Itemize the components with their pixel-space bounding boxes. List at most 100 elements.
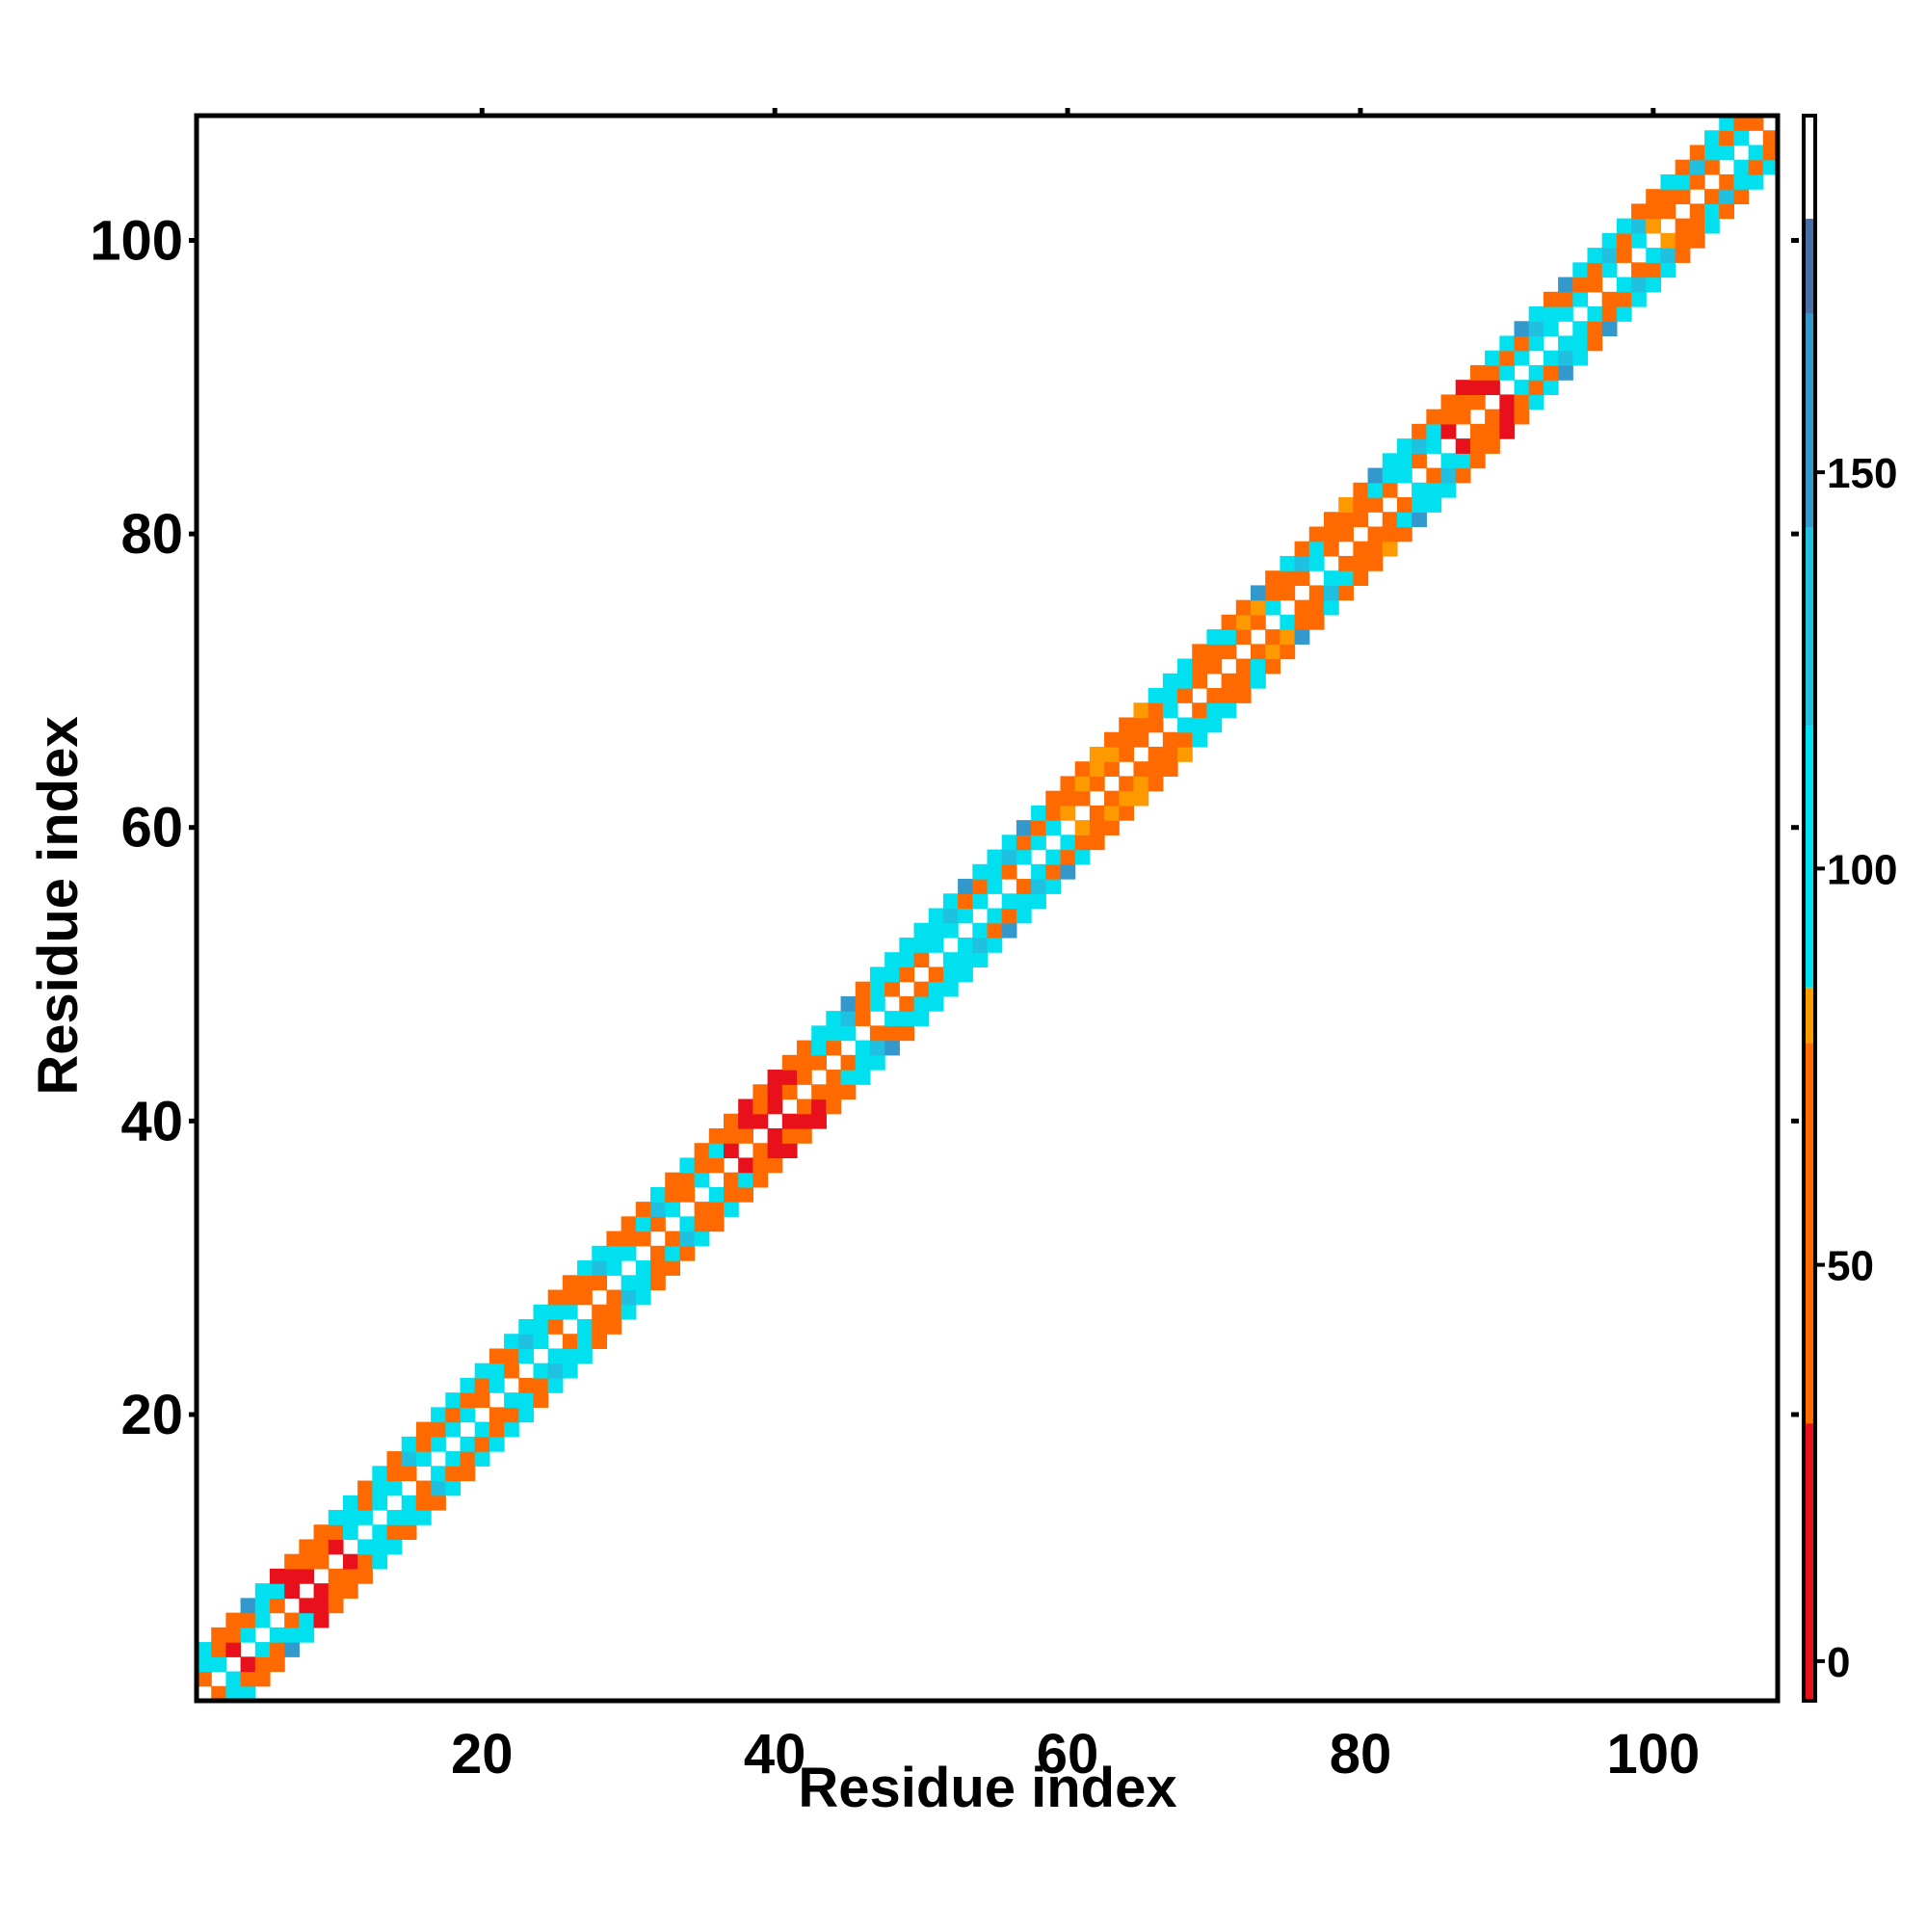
heatmap-cell (474, 1436, 490, 1452)
heatmap-cell (724, 1127, 739, 1144)
heatmap-cell (460, 1392, 476, 1408)
heatmap-cell (1587, 335, 1603, 352)
heatmap-cell (738, 1098, 753, 1115)
heatmap-cell (1616, 218, 1632, 234)
heatmap-cell (1323, 526, 1339, 543)
heatmap-cell (1074, 761, 1091, 778)
heatmap-cell (197, 1642, 212, 1657)
heatmap-cell (840, 1054, 857, 1071)
heatmap-cell (679, 1231, 696, 1247)
heatmap-cell (796, 1098, 812, 1115)
heatmap-cell (1646, 277, 1662, 293)
heatmap-cell (1396, 512, 1412, 528)
heatmap-cell (606, 1231, 622, 1247)
heatmap-cell (254, 1598, 271, 1614)
heatmap-cell (1601, 232, 1618, 249)
heatmap-cell (665, 1202, 681, 1217)
heatmap-cell (284, 1583, 300, 1599)
heatmap-cell (1412, 438, 1427, 454)
y-tick-label: 60 (120, 797, 183, 860)
heatmap-cell (1426, 423, 1442, 439)
heatmap-cell (342, 1495, 358, 1511)
heatmap-cell (1382, 453, 1398, 469)
heatmap-cell (401, 1495, 417, 1511)
heatmap-cell (547, 1289, 564, 1306)
colorbar-band (1804, 726, 1815, 988)
heatmap-cell (1016, 849, 1032, 865)
heatmap-cell (1704, 145, 1720, 161)
heatmap-cell (928, 995, 944, 1012)
heatmap-cell (724, 1202, 739, 1217)
heatmap-cell (942, 893, 959, 910)
heatmap-cell (460, 1466, 476, 1482)
heatmap-cell (197, 1656, 212, 1673)
heatmap-cell (694, 1172, 710, 1188)
heatmap-cell (269, 1598, 285, 1614)
heatmap-cell (1251, 673, 1266, 689)
heatmap-cell (1294, 555, 1310, 571)
heatmap-cell (1601, 248, 1618, 263)
heatmap-cell (958, 879, 973, 894)
heatmap-cell (724, 1143, 739, 1159)
heatmap-cell (1440, 453, 1457, 469)
heatmap-cell (1265, 658, 1280, 675)
heatmap-cell (431, 1407, 446, 1423)
heatmap-cell (1353, 512, 1369, 528)
heatmap-cell (1572, 321, 1589, 337)
heatmap-cell (826, 1040, 842, 1056)
heatmap-cell (738, 1113, 753, 1129)
x-axis-title: Residue index (798, 1757, 1176, 1819)
heatmap-cell (1353, 555, 1369, 571)
heatmap-cell (1572, 277, 1589, 293)
heatmap-cell (211, 1627, 226, 1643)
heatmap-cell (606, 1260, 622, 1276)
heatmap-cell (869, 1025, 885, 1042)
heatmap-cell (357, 1568, 373, 1584)
heatmap-cell (1572, 350, 1589, 366)
heatmap-cell (518, 1318, 535, 1335)
heatmap-cell (1689, 232, 1705, 249)
heatmap-cell (1704, 159, 1720, 175)
heatmap-cell (1221, 644, 1237, 660)
heatmap-cell (1323, 599, 1339, 616)
heatmap-cell (254, 1612, 271, 1628)
heatmap-cell (299, 1612, 315, 1628)
heatmap-cell (1280, 555, 1296, 571)
heatmap-cell (1265, 585, 1280, 601)
heatmap-cell (533, 1304, 549, 1320)
heatmap-cell (708, 1127, 725, 1144)
heatmap-cell (987, 922, 1003, 939)
heatmap-cell (796, 1040, 812, 1056)
heatmap-cell (533, 1392, 549, 1408)
heatmap-cell (1308, 614, 1325, 630)
heatmap-cell (1060, 849, 1076, 865)
colorbar: 0 50 100 150 (1802, 114, 1897, 1703)
heatmap-cell (1133, 761, 1149, 778)
heatmap-cell (855, 1011, 871, 1026)
heatmap-cell (1206, 688, 1223, 703)
heatmap-cell (752, 1084, 769, 1100)
heatmap-cell (1587, 306, 1603, 322)
x-tick-label: 20 (451, 1723, 514, 1786)
heatmap-cell (1251, 614, 1266, 630)
heatmap-cell (738, 1186, 753, 1203)
heatmap-cell (1719, 189, 1735, 204)
heatmap-cell (504, 1407, 519, 1423)
heatmap-cell (1031, 893, 1046, 910)
heatmap-cell (431, 1421, 446, 1438)
heatmap-cell (1455, 453, 1471, 469)
heatmap-cell (445, 1451, 462, 1467)
heatmap-cell (1543, 350, 1559, 366)
heatmap-cell (1323, 570, 1339, 587)
heatmap-cell (1469, 364, 1486, 381)
heatmap-cell (1280, 629, 1296, 645)
heatmap-cell (1587, 277, 1603, 293)
heatmap-cell (342, 1583, 358, 1599)
heatmap-cell (1367, 467, 1384, 484)
heatmap-cell (1177, 658, 1193, 675)
heatmap-cell (1251, 585, 1266, 601)
heatmap-cell (1660, 262, 1676, 278)
x-tick-label: 80 (1330, 1723, 1392, 1786)
heatmap-cell (1192, 731, 1208, 748)
heatmap-cell (1719, 173, 1735, 190)
